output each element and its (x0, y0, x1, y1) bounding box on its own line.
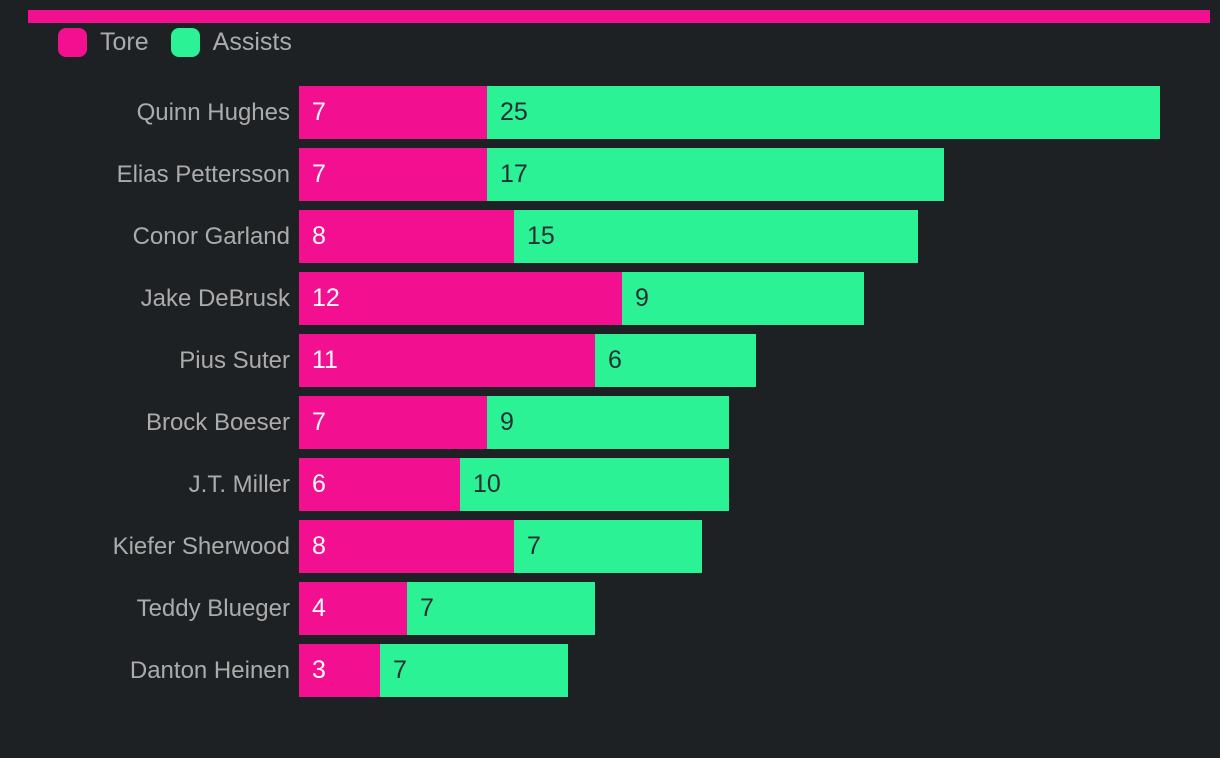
assists-swatch-icon (170, 28, 200, 57)
value-label: 25 (500, 98, 528, 126)
category-label: Quinn Hughes (136, 98, 290, 126)
category-label: Jake DeBrusk (140, 284, 290, 312)
chart-row: Teddy Blueger 4 7 (0, 582, 1220, 635)
tore-bar-segment[interactable]: 8 (299, 520, 514, 573)
value-label: 6 (312, 470, 326, 498)
chart-rows: Quinn Hughes 7 25 Elias Pettersson 7 17 Conor … (0, 86, 1220, 706)
assists-bar-segment[interactable]: 7 (514, 520, 702, 573)
assists-bar-segment[interactable]: 9 (622, 272, 864, 325)
tore-bar-segment[interactable]: 4 (299, 582, 407, 635)
value-label: 3 (312, 656, 326, 684)
value-label: 7 (312, 160, 326, 188)
value-label: 15 (527, 222, 555, 250)
value-label: 9 (500, 408, 514, 436)
tore-swatch-icon (58, 28, 87, 57)
value-label: 6 (608, 346, 622, 374)
tore-bar-segment[interactable]: 6 (299, 458, 460, 511)
assists-bar-segment[interactable]: 6 (595, 334, 756, 387)
value-label: 7 (312, 98, 326, 126)
category-label: Brock Boeser (145, 408, 290, 436)
value-label: 4 (312, 594, 326, 622)
value-label: 7 (393, 656, 407, 684)
assists-bar-segment[interactable]: 7 (407, 582, 595, 635)
bar-group: 12 9 (299, 272, 864, 325)
chart-row: Danton Heinen 3 7 (0, 644, 1220, 697)
value-label: 7 (420, 594, 434, 622)
value-label: 7 (527, 532, 541, 560)
value-label: 8 (312, 222, 326, 250)
chart-legend: Tore Assists (58, 28, 292, 57)
bar-group: 8 15 (299, 210, 918, 263)
category-label: J.T. Miller (188, 470, 290, 498)
chart-row: Pius Suter 11 6 (0, 334, 1220, 387)
assists-bar-segment[interactable]: 7 (380, 644, 568, 697)
value-label: 7 (312, 408, 326, 436)
value-label: 10 (473, 470, 501, 498)
assists-bar-segment[interactable]: 10 (460, 458, 729, 511)
category-label: Pius Suter (179, 346, 290, 374)
category-label: Conor Garland (132, 222, 290, 250)
value-label: 12 (312, 284, 340, 312)
chart-row: J.T. Miller 6 10 (0, 458, 1220, 511)
value-label: 11 (312, 346, 338, 374)
assists-bar-segment[interactable]: 17 (487, 148, 944, 201)
tore-bar-segment[interactable]: 7 (299, 396, 487, 449)
chart-row: Elias Pettersson 7 17 (0, 148, 1220, 201)
bar-group: 7 17 (299, 148, 944, 201)
tore-bar-segment[interactable]: 11 (299, 334, 595, 387)
legend-label: Tore (100, 28, 149, 56)
chart-row: Kiefer Sherwood 8 7 (0, 520, 1220, 573)
chart-row: Brock Boeser 7 9 (0, 396, 1220, 449)
category-label: Elias Pettersson (116, 160, 290, 188)
tore-bar-segment[interactable]: 3 (299, 644, 380, 697)
legend-item-assists[interactable]: Assists (170, 28, 292, 57)
bar-group: 6 10 (299, 458, 729, 511)
assists-bar-segment[interactable]: 15 (514, 210, 918, 263)
chart-row: Conor Garland 8 15 (0, 210, 1220, 263)
category-label: Danton Heinen (129, 656, 290, 684)
tore-bar-segment[interactable]: 8 (299, 210, 514, 263)
category-label: Teddy Blueger (136, 594, 290, 622)
value-label: 9 (635, 284, 649, 312)
assists-bar-segment[interactable]: 25 (487, 86, 1160, 139)
assists-bar-segment[interactable]: 9 (487, 396, 729, 449)
value-label: 17 (500, 160, 528, 188)
tore-bar-segment[interactable]: 7 (299, 148, 487, 201)
tore-bar-segment[interactable]: 12 (299, 272, 622, 325)
top-accent-bar (28, 10, 1210, 23)
bar-group: 11 6 (299, 334, 756, 387)
legend-label: Assists (212, 28, 292, 56)
tore-bar-segment[interactable]: 7 (299, 86, 487, 139)
chart-row: Jake DeBrusk 12 9 (0, 272, 1220, 325)
value-label: 8 (312, 532, 326, 560)
category-label: Kiefer Sherwood (112, 532, 290, 560)
bar-group: 7 25 (299, 86, 1160, 139)
legend-item-tore[interactable]: Tore (58, 28, 149, 57)
chart-row: Quinn Hughes 7 25 (0, 86, 1220, 139)
